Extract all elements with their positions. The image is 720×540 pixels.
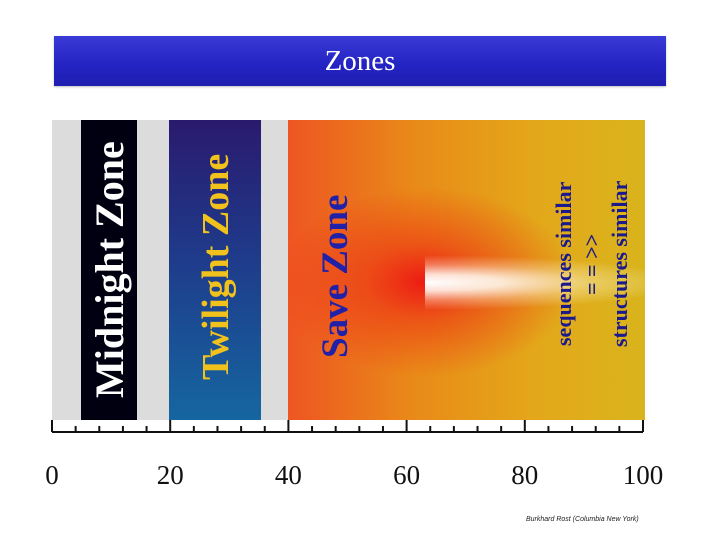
page-title: Zones: [324, 44, 396, 77]
axis-tick-label: 80: [511, 460, 538, 490]
similarity-glow: [425, 255, 645, 310]
zones-figure: Midnight Zone Twilight Zone Save Zone se…: [52, 120, 645, 420]
credit-caption: Burkhard Rost (Columbia New York): [526, 516, 639, 523]
axis-tick-label: 100: [623, 460, 664, 490]
midnight-zone-band: [81, 120, 137, 420]
axis-tick-label: 60: [393, 460, 420, 490]
axis-tick-label: 20: [157, 460, 184, 490]
save-zone-band: [288, 120, 645, 420]
axis-tick-label: 0: [45, 460, 59, 490]
title-bar: Zones: [54, 36, 666, 86]
twilight-zone-band: [169, 120, 261, 420]
axis-tick-label: 40: [275, 460, 302, 490]
